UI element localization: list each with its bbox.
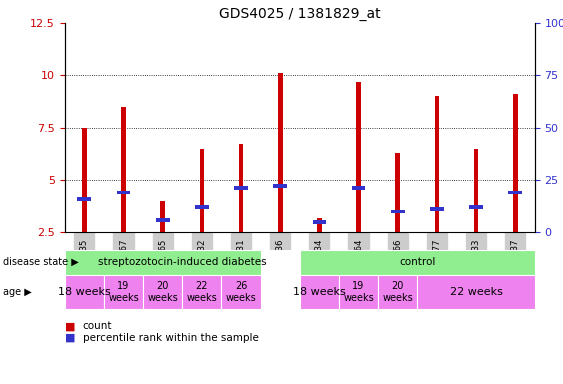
Bar [300, 250, 535, 275]
Bar [278, 73, 283, 232]
Bar [473, 149, 479, 232]
Text: 18 weeks: 18 weeks [293, 287, 346, 297]
Bar [195, 205, 209, 209]
Bar [352, 187, 365, 190]
Bar [182, 275, 221, 309]
Bar [160, 201, 165, 232]
Bar [104, 275, 143, 309]
Bar [274, 184, 287, 188]
Bar [395, 153, 400, 232]
Bar [317, 218, 321, 232]
Bar [339, 275, 378, 309]
Text: 19
weeks: 19 weeks [343, 281, 374, 303]
Text: disease state ▶: disease state ▶ [3, 257, 79, 267]
Bar [356, 82, 361, 232]
Text: streptozotocin-induced diabetes: streptozotocin-induced diabetes [98, 257, 267, 267]
Bar [430, 207, 444, 211]
Bar [82, 127, 87, 232]
Title: GDS4025 / 1381829_at: GDS4025 / 1381829_at [219, 7, 381, 21]
Bar [65, 275, 104, 309]
Bar [156, 218, 169, 222]
Bar [417, 275, 535, 309]
Bar [199, 149, 204, 232]
Text: 22 weeks: 22 weeks [450, 287, 503, 297]
Text: 19
weeks: 19 weeks [108, 281, 139, 303]
Text: ■: ■ [65, 333, 75, 343]
Bar [143, 275, 182, 309]
Text: percentile rank within the sample: percentile rank within the sample [83, 333, 258, 343]
Bar [469, 205, 483, 209]
Bar [435, 96, 439, 232]
Bar [234, 187, 248, 190]
Bar [65, 250, 300, 275]
Text: 18 weeks: 18 weeks [58, 287, 111, 297]
Bar [261, 275, 300, 309]
Bar [513, 94, 517, 232]
Bar [221, 275, 261, 309]
Text: control: control [399, 257, 436, 267]
Bar [117, 191, 131, 194]
Text: 20
weeks: 20 weeks [382, 281, 413, 303]
Bar [508, 191, 522, 194]
Bar [312, 220, 326, 224]
Bar [391, 210, 405, 213]
Text: 26
weeks: 26 weeks [226, 281, 256, 303]
Bar [121, 107, 126, 232]
Bar [78, 197, 91, 201]
Text: age ▶: age ▶ [3, 287, 32, 297]
Bar [300, 275, 339, 309]
Text: count: count [83, 321, 112, 331]
Text: ■: ■ [65, 321, 75, 331]
Text: 22
weeks: 22 weeks [186, 281, 217, 303]
Bar [261, 250, 300, 275]
Bar [239, 144, 243, 232]
Bar [378, 275, 417, 309]
Text: 20
weeks: 20 weeks [148, 281, 178, 303]
